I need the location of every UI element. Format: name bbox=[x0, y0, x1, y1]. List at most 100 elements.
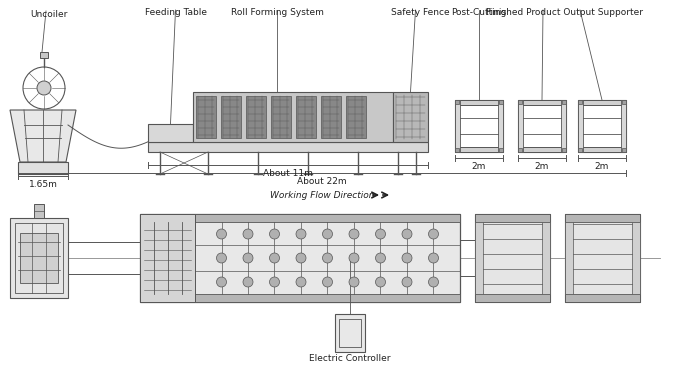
Circle shape bbox=[269, 229, 279, 239]
Circle shape bbox=[375, 229, 386, 239]
Circle shape bbox=[349, 253, 359, 263]
Bar bbox=[565, 294, 640, 302]
Bar bbox=[455, 100, 503, 152]
Bar bbox=[393, 92, 428, 142]
Bar bbox=[565, 214, 640, 222]
Bar bbox=[193, 92, 393, 142]
Bar bbox=[196, 96, 216, 138]
Circle shape bbox=[269, 277, 279, 287]
Bar bbox=[20, 233, 58, 283]
Bar bbox=[455, 100, 503, 105]
Bar bbox=[632, 222, 640, 294]
Bar bbox=[271, 96, 291, 138]
Circle shape bbox=[402, 253, 412, 263]
Bar bbox=[148, 142, 428, 152]
Bar bbox=[140, 294, 460, 302]
Bar bbox=[562, 100, 566, 104]
Bar bbox=[15, 223, 63, 293]
Circle shape bbox=[269, 253, 279, 263]
Circle shape bbox=[37, 81, 51, 95]
Bar bbox=[455, 100, 459, 104]
Bar bbox=[578, 100, 626, 105]
Circle shape bbox=[428, 253, 439, 263]
Text: Electric Controller: Electric Controller bbox=[309, 354, 391, 363]
Circle shape bbox=[296, 229, 306, 239]
Bar bbox=[578, 148, 582, 152]
Text: Finished Product Output Supporter: Finished Product Output Supporter bbox=[486, 8, 643, 17]
Bar bbox=[578, 147, 626, 152]
Bar bbox=[18, 162, 68, 174]
Bar bbox=[518, 100, 566, 152]
Circle shape bbox=[216, 253, 226, 263]
Circle shape bbox=[322, 253, 333, 263]
Circle shape bbox=[402, 229, 412, 239]
Bar bbox=[221, 96, 241, 138]
Bar bbox=[578, 100, 582, 104]
Text: Post-Cutting: Post-Cutting bbox=[452, 8, 507, 17]
Bar bbox=[561, 100, 566, 152]
Circle shape bbox=[243, 277, 253, 287]
Text: Roll Forming System: Roll Forming System bbox=[231, 8, 324, 17]
Text: Uncoiler: Uncoiler bbox=[31, 10, 68, 19]
Bar bbox=[518, 148, 522, 152]
Bar bbox=[339, 319, 361, 347]
Bar bbox=[321, 96, 341, 138]
Circle shape bbox=[243, 253, 253, 263]
Bar bbox=[621, 100, 626, 152]
Bar bbox=[34, 204, 44, 218]
Text: About 22m: About 22m bbox=[297, 177, 347, 186]
Bar bbox=[475, 214, 550, 302]
Bar bbox=[562, 148, 566, 152]
Bar bbox=[455, 147, 503, 152]
Bar bbox=[622, 148, 626, 152]
Bar bbox=[455, 100, 460, 152]
Bar bbox=[518, 100, 523, 152]
Bar bbox=[565, 222, 573, 294]
Circle shape bbox=[322, 277, 333, 287]
Circle shape bbox=[349, 229, 359, 239]
Circle shape bbox=[375, 277, 386, 287]
Bar bbox=[499, 100, 503, 104]
Circle shape bbox=[428, 277, 439, 287]
Bar bbox=[140, 214, 460, 222]
Text: Feeding Table: Feeding Table bbox=[145, 8, 207, 17]
Bar bbox=[498, 100, 503, 152]
Circle shape bbox=[375, 253, 386, 263]
Bar bbox=[296, 96, 316, 138]
Circle shape bbox=[322, 229, 333, 239]
Bar bbox=[542, 222, 550, 294]
Text: Safety Fence: Safety Fence bbox=[391, 8, 449, 17]
Text: 2m: 2m bbox=[472, 162, 486, 171]
Circle shape bbox=[296, 253, 306, 263]
Bar bbox=[518, 100, 522, 104]
Bar bbox=[499, 148, 503, 152]
Circle shape bbox=[243, 229, 253, 239]
Bar bbox=[346, 96, 366, 138]
Bar bbox=[246, 96, 266, 138]
Bar bbox=[10, 218, 68, 298]
Text: 2m: 2m bbox=[595, 162, 609, 171]
Bar bbox=[518, 100, 566, 105]
Circle shape bbox=[428, 229, 439, 239]
Circle shape bbox=[349, 277, 359, 287]
Bar bbox=[140, 214, 460, 302]
Text: 2m: 2m bbox=[534, 162, 549, 171]
Bar bbox=[455, 148, 459, 152]
Bar bbox=[335, 314, 365, 352]
Bar bbox=[475, 222, 483, 294]
Bar bbox=[475, 294, 550, 302]
Bar bbox=[578, 100, 583, 152]
Polygon shape bbox=[10, 110, 76, 162]
Bar bbox=[622, 100, 626, 104]
Circle shape bbox=[216, 229, 226, 239]
Circle shape bbox=[402, 277, 412, 287]
Bar bbox=[140, 214, 195, 302]
Bar bbox=[475, 214, 550, 222]
Bar bbox=[578, 100, 626, 152]
Text: 1.65m: 1.65m bbox=[29, 180, 57, 189]
Text: About 11m: About 11m bbox=[263, 169, 313, 178]
Bar bbox=[148, 124, 193, 142]
Bar bbox=[40, 52, 48, 58]
Bar bbox=[518, 147, 566, 152]
Circle shape bbox=[296, 277, 306, 287]
